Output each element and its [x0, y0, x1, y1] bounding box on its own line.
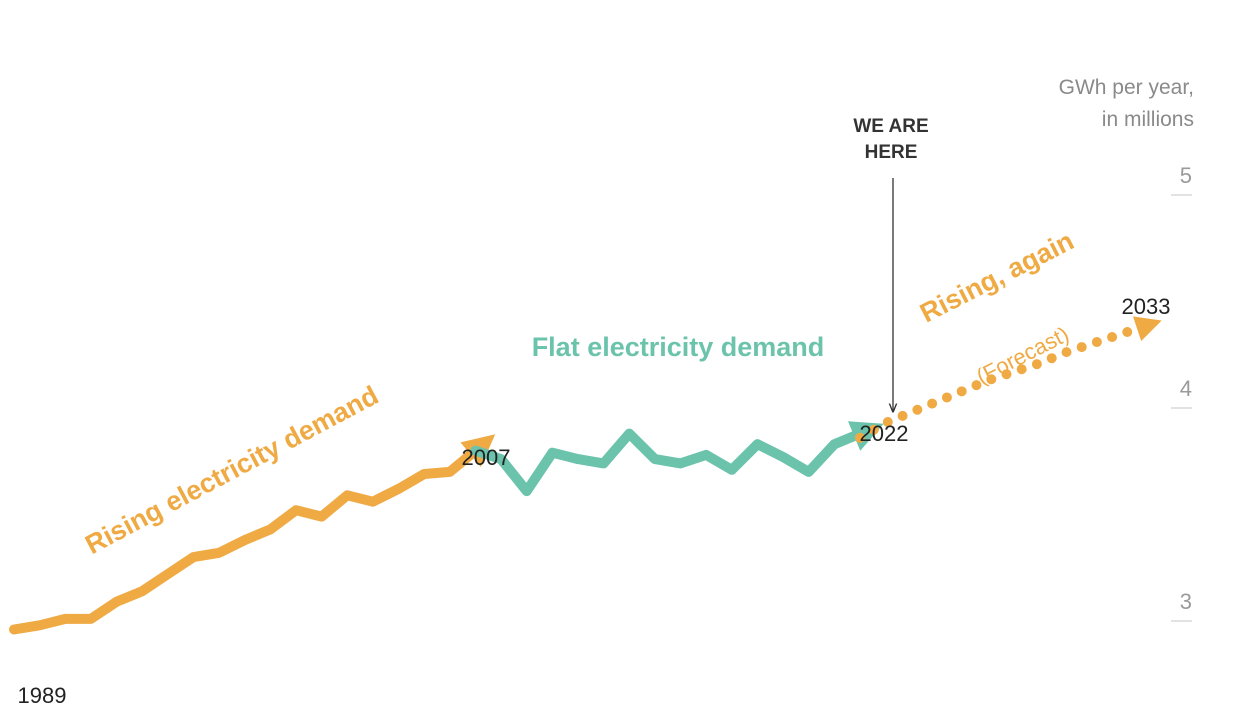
x-label-2033: 2033 — [1122, 294, 1171, 319]
y-tick-label-3: 3 — [1180, 589, 1192, 614]
unit-line-2: in millions — [1101, 108, 1194, 131]
y-axis-unit-label: GWh per year, in millions — [1059, 72, 1194, 136]
unit-line-1: GWh per year, — [1058, 76, 1194, 99]
series-line-rising — [9, 434, 496, 635]
y-axis: 3 4 5 — [1171, 163, 1192, 622]
series-line-flat — [470, 421, 884, 497]
we-are-here-label: WE ARE — [853, 116, 928, 137]
series-label-flat: Flat electricity demand — [532, 332, 825, 362]
series-line-forecast — [855, 316, 1162, 443]
x-label-1989: 1989 — [18, 683, 67, 708]
y-tick-label-5: 5 — [1180, 163, 1192, 188]
y-tick-label-4: 4 — [1180, 376, 1192, 401]
series-label-rising: Rising electricity demand — [80, 380, 383, 560]
x-label-2007: 2007 — [462, 445, 511, 470]
forecast-note: (Forecast) — [972, 321, 1073, 389]
we-are-here-label-2: HERE — [865, 142, 918, 163]
series-label-rising-again: Rising, again — [915, 225, 1078, 328]
x-label-2022: 2022 — [860, 421, 909, 446]
